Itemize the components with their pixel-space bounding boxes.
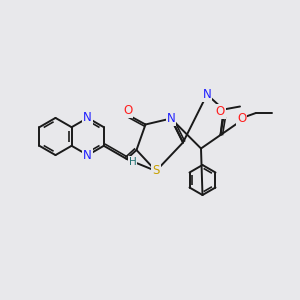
Text: N: N (167, 112, 176, 125)
Text: H: H (128, 157, 136, 167)
Text: S: S (152, 164, 160, 178)
Text: O: O (123, 103, 132, 117)
Text: O: O (237, 112, 246, 125)
Text: O: O (216, 105, 225, 118)
Text: N: N (202, 88, 211, 101)
Text: N: N (83, 148, 92, 162)
Text: N: N (83, 111, 92, 124)
